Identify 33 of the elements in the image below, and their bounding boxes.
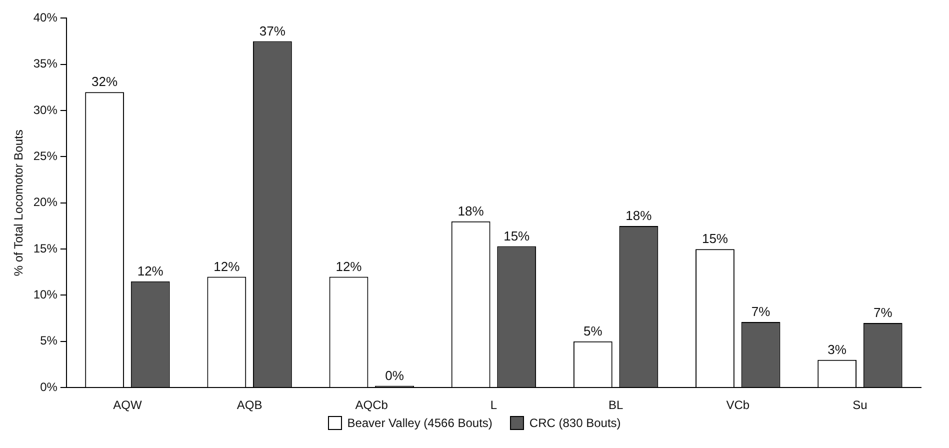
data-label: 12%	[214, 258, 240, 274]
data-label: 18%	[626, 208, 652, 224]
data-label: 15%	[504, 228, 530, 244]
y-tick-label: 20%	[33, 195, 58, 210]
data-label: 12%	[336, 258, 362, 274]
data-label: 3%	[828, 342, 847, 357]
data-label: 7%	[751, 304, 771, 320]
data-label: 0%	[385, 368, 404, 383]
y-tick-label: 40%	[33, 10, 58, 25]
y-tick-label: 0%	[40, 380, 58, 394]
legend-label: CRC (830 Bouts)	[529, 416, 621, 430]
y-tick-label: 30%	[33, 102, 58, 117]
data-label: 5%	[584, 324, 603, 339]
y-tick-label: 5%	[40, 334, 58, 348]
x-tick-label: Su	[852, 398, 868, 412]
y-axis-title: % of Total Locomotor Bouts	[12, 130, 26, 276]
x-tick-label: AQCb	[355, 398, 388, 412]
y-tick-label: 15%	[33, 241, 58, 256]
data-label: 37%	[259, 23, 286, 38]
x-tick-label: AQW	[113, 398, 142, 412]
data-label: 18%	[458, 203, 484, 218]
data-label: 7%	[873, 305, 893, 320]
data-label: 32%	[92, 74, 118, 90]
data-label: 12%	[137, 263, 164, 278]
x-tick-label: BL	[608, 398, 624, 412]
y-tick-label: 10%	[33, 288, 58, 302]
x-tick-label: VCb	[726, 398, 750, 412]
x-tick-label: L	[490, 398, 498, 412]
data-label: 15%	[702, 231, 728, 246]
text: Beaver Valley (4566 Bouts)	[347, 416, 492, 430]
x-tick-label: AQB	[236, 398, 262, 412]
y-tick-label: 35%	[33, 56, 58, 71]
y-tick-label: 25%	[33, 149, 58, 164]
